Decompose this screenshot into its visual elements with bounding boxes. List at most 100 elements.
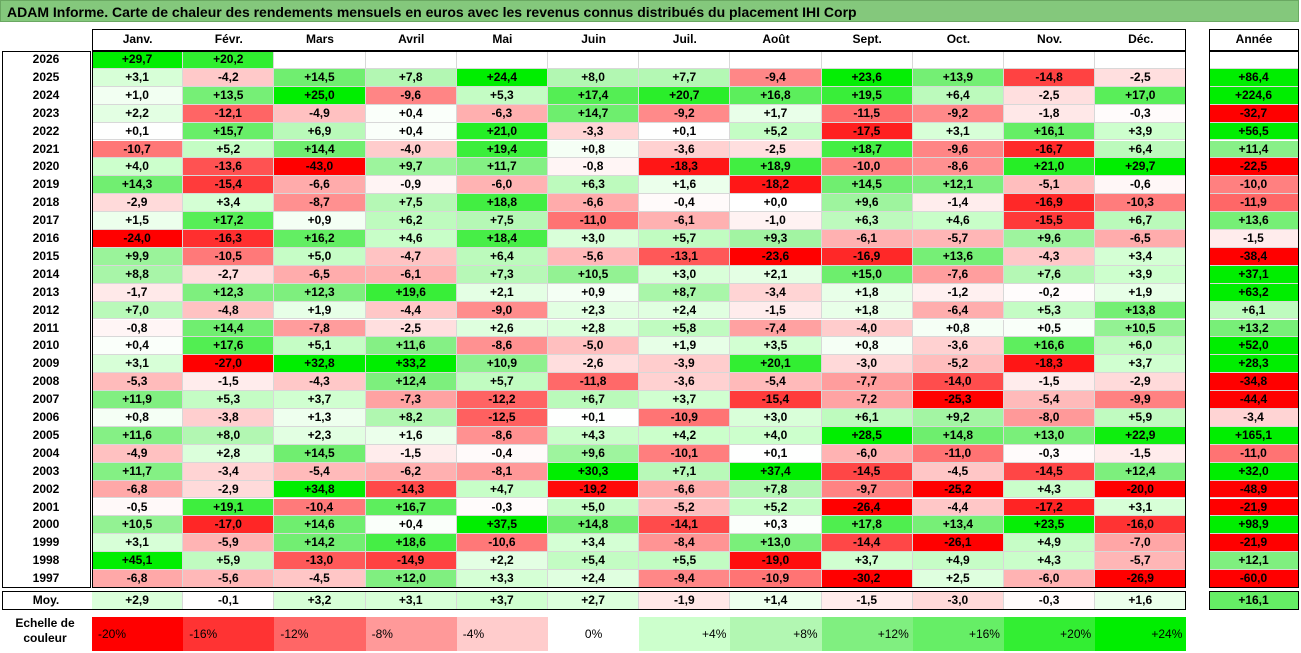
heatmap-cell: -1,5 (183, 373, 275, 392)
heatmap-cell: +7,7 (639, 68, 731, 87)
heatmap-cell: -25,3 (912, 391, 1004, 409)
heatmap-cell: -10,5 (183, 247, 275, 266)
heatmap-cell: +3,9 (1095, 265, 1187, 284)
heatmap-cell: -5,4 (1004, 391, 1096, 409)
heatmap-cell: -10,1 (639, 444, 731, 463)
heatmap-cell: -3,4 (730, 283, 822, 302)
heatmap-cell: +0,5 (1004, 319, 1096, 338)
heatmap-cell: -5,4 (274, 462, 366, 481)
heatmap-cell: -1,8 (1004, 104, 1096, 123)
heatmap-cell: +22,9 (1095, 426, 1187, 445)
annual-cell: -10,0 (1209, 176, 1299, 195)
heatmap-cell: -25,2 (912, 480, 1004, 499)
heatmap-cell: -5,9 (183, 534, 275, 553)
heatmap-cell: +11,6 (92, 426, 184, 445)
heatmap-cell (1095, 51, 1187, 69)
color-scale-label: Echelle de couleur (15, 616, 75, 645)
row-label-year: 2021 (32, 141, 60, 156)
heatmap-cell: -2,7 (183, 265, 275, 284)
heatmap-cell: +5,7 (456, 373, 548, 392)
heatmap-cell: -14,3 (365, 480, 457, 499)
heatmap-cell: +7,3 (456, 265, 548, 284)
heatmap-cell: +6,0 (1095, 337, 1187, 356)
column-header: Mars (305, 32, 334, 46)
heatmap-cell: -8,6 (456, 337, 548, 356)
heatmap-cell: +2,8 (183, 444, 275, 463)
heatmap-cell: -14,0 (912, 373, 1004, 392)
heatmap-cell: -5,6 (183, 570, 275, 588)
annual-cell: -44,4 (1209, 391, 1299, 409)
annual-cell: -21,9 (1209, 534, 1299, 553)
annual-cell: -38,4 (1209, 247, 1299, 266)
column-header: Août (762, 32, 790, 46)
heatmap-cell: -7,3 (365, 391, 457, 409)
heatmap-cell: +5,1 (274, 337, 366, 356)
heatmap-cell: +17,0 (1095, 86, 1187, 105)
heatmap-cell: +5,2 (183, 140, 275, 159)
heatmap-cell: +6,4 (1095, 140, 1187, 159)
heatmap-cell: +37,5 (456, 516, 548, 535)
average-annual-cell: +16,1 (1209, 591, 1299, 610)
heatmap-cell: -0,9 (365, 176, 457, 195)
heatmap-cell: +2,3 (274, 426, 366, 445)
heatmap-cell: -43,0 (274, 158, 366, 177)
row-label-year: 2017 (32, 213, 60, 228)
row-label-year: 2019 (32, 177, 60, 192)
heatmap-cell: +1,5 (92, 212, 184, 230)
heatmap-cell (1004, 51, 1096, 69)
row-label-year: 2007 (32, 392, 60, 407)
heatmap-cell: +13,6 (912, 247, 1004, 266)
heatmap-cell: +13,5 (183, 86, 275, 105)
heatmap-cell: -16,3 (183, 230, 275, 248)
heatmap-cell: -17,5 (821, 122, 913, 141)
heatmap-cell: +14,8 (548, 516, 640, 535)
heatmap-cell: +14,8 (912, 426, 1004, 445)
average-cell: -3,0 (912, 591, 1004, 610)
color-scale-swatch: +16% (912, 617, 1004, 651)
heatmap-cell: +3,4 (1095, 247, 1187, 266)
heatmap-cell: -17,2 (1004, 498, 1096, 517)
heatmap-cell: -9,2 (912, 104, 1004, 123)
heatmap-cell: +5,3 (456, 86, 548, 105)
heatmap-cell: +1,6 (365, 426, 457, 445)
heatmap-cell: -5,6 (548, 247, 640, 266)
heatmap-cell: -9,2 (639, 104, 731, 123)
heatmap-cell: +14,6 (274, 516, 366, 535)
heatmap-cell: -4,5 (274, 570, 366, 588)
heatmap-cell: +3,5 (730, 337, 822, 356)
heatmap-cell: +3,1 (92, 355, 184, 374)
heatmap-cell: +16,2 (274, 230, 366, 248)
heatmap-cell: +5,4 (548, 552, 640, 571)
row-label-year: 2016 (32, 231, 60, 245)
row-label-year: 1998 (32, 553, 60, 568)
heatmap-cell: +9,6 (1004, 230, 1096, 248)
heatmap-cell: -2,5 (1004, 86, 1096, 105)
heatmap-cell: -6,1 (365, 265, 457, 284)
heatmap-cell: +14,5 (821, 176, 913, 195)
chart-title: ADAM Informe. Carte de chaleur des rende… (0, 0, 1299, 22)
heatmap-cell: -1,2 (912, 283, 1004, 302)
annual-cell: +165,1 (1209, 426, 1299, 445)
heatmap-cell: -30,2 (821, 570, 913, 588)
heatmap-cell: +33,2 (365, 355, 457, 374)
heatmap-cell: -8,6 (456, 426, 548, 445)
heatmap-cell: +17,8 (821, 516, 913, 535)
average-cell: +3,2 (274, 591, 366, 610)
heatmap-cell: -2,9 (92, 194, 184, 213)
heatmap-cell: -10,3 (1095, 194, 1187, 213)
heatmap-cell: -14,5 (1004, 462, 1096, 481)
heatmap-cell: +0,8 (92, 409, 184, 427)
heatmap-cell: +45,1 (92, 552, 184, 571)
heatmap-cell: -4,4 (912, 498, 1004, 517)
heatmap-cell: -12,2 (456, 391, 548, 409)
heatmap-cell: -5,2 (639, 498, 731, 517)
heatmap-cell: -1,5 (1095, 444, 1187, 463)
row-label-year: 2013 (32, 284, 60, 299)
heatmap-cell: +18,7 (821, 140, 913, 159)
heatmap-cell: +4,3 (1004, 480, 1096, 499)
heatmap-cell: -16,0 (1095, 516, 1187, 535)
heatmap-cell: +2,3 (548, 301, 640, 320)
heatmap-cell: -9,4 (730, 68, 822, 87)
heatmap-cell: +15,0 (821, 265, 913, 284)
row-label-year: 2020 (32, 159, 60, 174)
